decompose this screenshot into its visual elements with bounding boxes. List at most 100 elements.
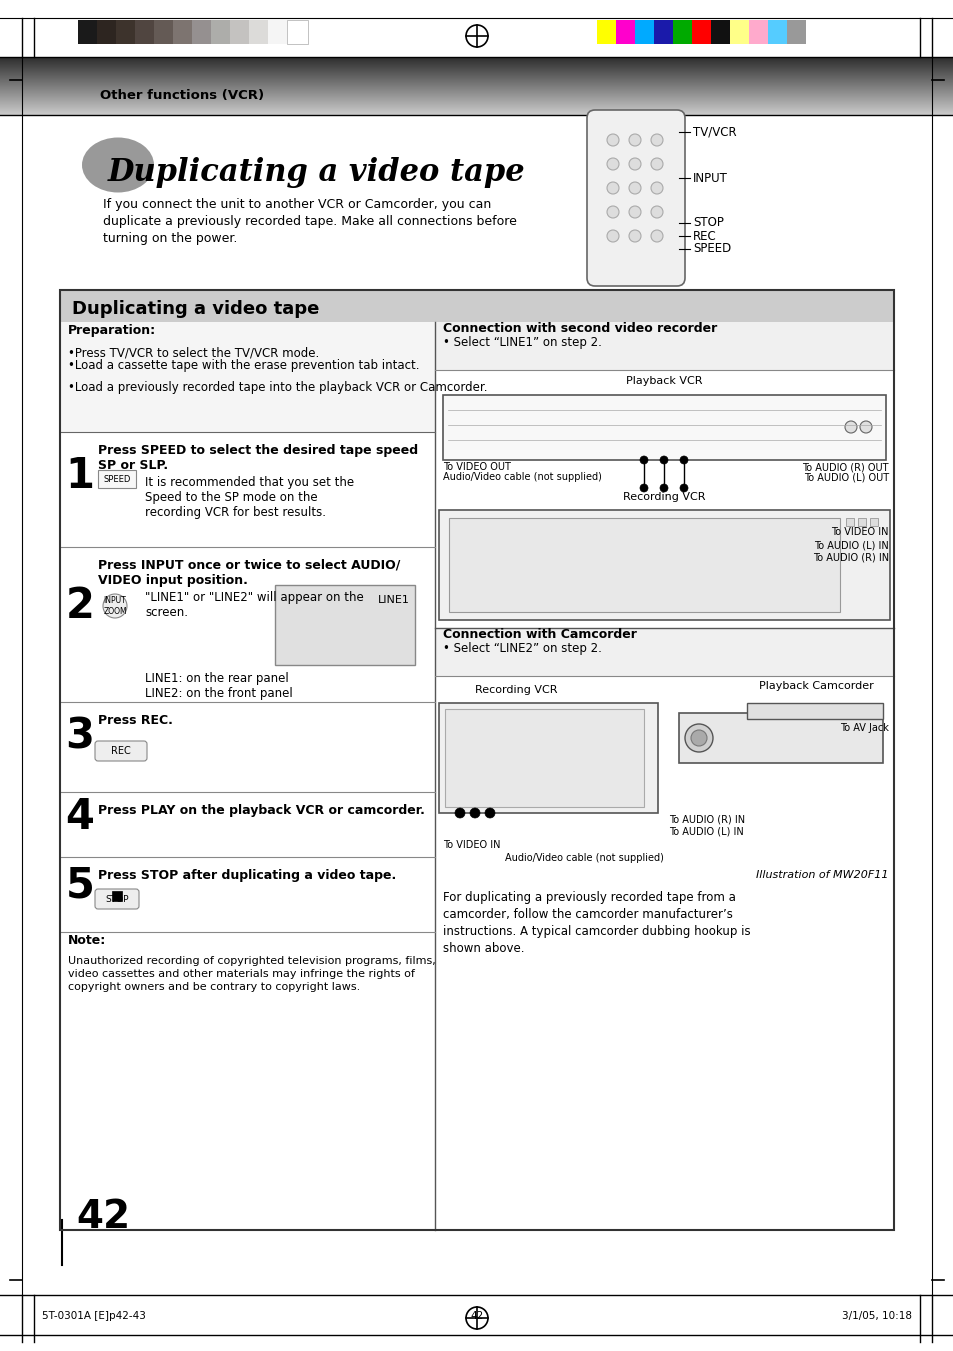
Text: It is recommended that you set the
Speed to the SP mode on the
recording VCR for: It is recommended that you set the Speed… [145,476,354,519]
Bar [786,20,805,45]
Text: To AUDIO (R) IN: To AUDIO (R) IN [668,815,744,825]
Bar [230,20,249,45]
Bar [597,20,616,45]
Bar [60,290,893,322]
Bar [679,713,882,763]
Text: SPEED: SPEED [103,474,131,484]
Text: To AUDIO (R) OUT: To AUDIO (R) OUT [801,462,888,471]
Text: To AUDIO (L) IN: To AUDIO (L) IN [668,827,743,838]
Circle shape [606,182,618,195]
Text: 5T-0301A [E]p42-43: 5T-0301A [E]p42-43 [42,1310,146,1321]
Bar [746,703,882,719]
Text: INPUT
ZOOM: INPUT ZOOM [103,596,127,616]
Bar [135,20,153,45]
Circle shape [628,205,640,218]
Bar [211,20,230,45]
Text: Duplicating a video tape: Duplicating a video tape [108,157,525,188]
Bar [60,290,893,1229]
Circle shape [606,205,618,218]
Circle shape [650,158,662,170]
Bar [635,20,654,45]
Bar [444,709,643,807]
Text: Audio/Video cable (not supplied): Audio/Video cable (not supplied) [504,852,663,863]
Bar [97,20,116,45]
Bar [268,20,287,45]
Circle shape [606,230,618,242]
Circle shape [103,594,127,617]
Circle shape [606,158,618,170]
Bar [274,585,415,665]
Text: Press PLAY on the playback VCR or camcorder.: Press PLAY on the playback VCR or camcor… [98,804,424,817]
Text: Note:: Note: [68,934,106,947]
Text: Press REC.: Press REC. [98,713,172,727]
Bar [98,470,136,488]
Text: "LINE1" or "LINE2" will appear on the
screen.: "LINE1" or "LINE2" will appear on the sc… [145,590,363,619]
Bar [112,892,122,901]
Text: To AV Jack: To AV Jack [840,723,888,734]
Bar [442,394,885,459]
Bar [287,20,308,45]
Circle shape [628,182,640,195]
Text: To VIDEO OUT: To VIDEO OUT [442,462,511,471]
Bar [435,322,893,370]
Text: Audio/Video cable (not supplied): Audio/Video cable (not supplied) [442,471,601,482]
Circle shape [639,457,647,463]
Circle shape [639,484,647,492]
Bar [172,20,192,45]
Text: •Load a cassette tape with the erase prevention tab intact.: •Load a cassette tape with the erase pre… [68,359,419,372]
Text: • Select “LINE2” on step 2.: • Select “LINE2” on step 2. [442,642,601,655]
Text: • Select “LINE1” on step 2.: • Select “LINE1” on step 2. [442,336,601,349]
Text: SPEED: SPEED [692,242,731,255]
Bar [449,517,840,612]
Circle shape [679,457,687,463]
Text: Preparation:: Preparation: [68,324,156,336]
Text: Playback VCR: Playback VCR [625,376,701,386]
Text: REC: REC [111,746,131,757]
Circle shape [650,182,662,195]
Text: Press INPUT once or twice to select AUDIO/
VIDEO input position.: Press INPUT once or twice to select AUDI… [98,559,400,586]
FancyBboxPatch shape [95,889,139,909]
Bar [0,0,953,57]
Bar [438,509,889,620]
Bar [672,20,691,45]
Text: For duplicating a previously recorded tape from a
camcorder, follow the camcorde: For duplicating a previously recorded ta… [442,892,750,955]
Text: TV/VCR: TV/VCR [692,126,736,139]
Circle shape [659,484,667,492]
Text: 3/1/05, 10:18: 3/1/05, 10:18 [841,1310,911,1321]
Text: Connection with Camcorder: Connection with Camcorder [442,628,637,640]
Circle shape [650,230,662,242]
Text: LINE1: LINE1 [377,594,410,605]
Text: 42: 42 [470,1310,483,1321]
Bar [857,517,865,526]
Text: STOP: STOP [105,894,129,904]
Text: Unauthorized recording of copyrighted television programs, films,
video cassette: Unauthorized recording of copyrighted te… [68,957,436,993]
Text: To VIDEO IN: To VIDEO IN [442,840,500,850]
Text: •Load a previously recorded tape into the playback VCR or Camcorder.: •Load a previously recorded tape into th… [68,381,487,394]
Circle shape [650,134,662,146]
Text: •Press TV/VCR to select the TV/VCR mode.: •Press TV/VCR to select the TV/VCR mode. [68,346,319,359]
Circle shape [690,730,706,746]
Text: 1: 1 [66,455,94,497]
Bar [435,628,893,676]
Bar [78,20,97,45]
Text: To AUDIO (L) IN: To AUDIO (L) IN [814,540,888,550]
Text: Duplicating a video tape: Duplicating a video tape [71,300,319,317]
Circle shape [455,808,464,817]
Circle shape [650,205,662,218]
Circle shape [859,422,871,434]
Text: Recording VCR: Recording VCR [622,492,704,503]
Circle shape [628,230,640,242]
Text: Illustration of MW20F11: Illustration of MW20F11 [756,870,888,880]
Text: Playback Camcorder: Playback Camcorder [759,681,873,690]
Bar [153,20,172,45]
Text: LINE1: on the rear panel
LINE2: on the front panel: LINE1: on the rear panel LINE2: on the f… [145,671,293,700]
Bar [748,20,767,45]
Circle shape [679,484,687,492]
Text: To AUDIO (L) OUT: To AUDIO (L) OUT [803,471,888,482]
Bar [767,20,786,45]
Circle shape [606,134,618,146]
Text: Press SPEED to select the desired tape speed
SP or SLP.: Press SPEED to select the desired tape s… [98,444,417,471]
Circle shape [628,134,640,146]
Circle shape [628,158,640,170]
Bar [438,703,658,813]
